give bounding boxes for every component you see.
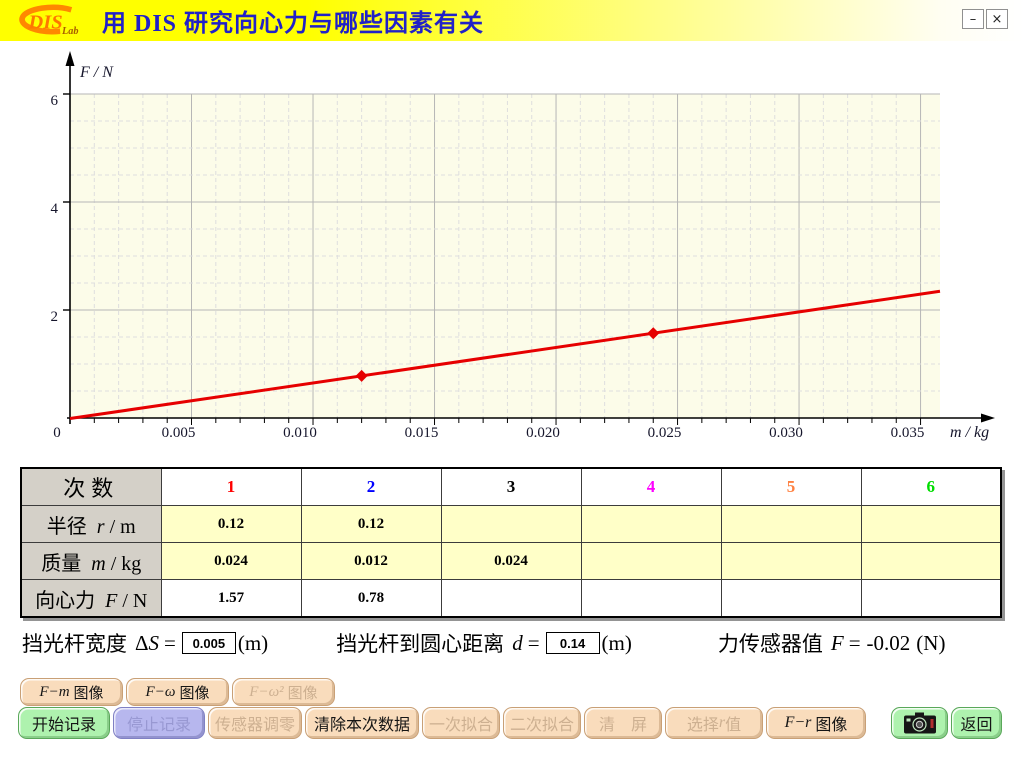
distance-input[interactable] <box>545 632 600 654</box>
svg-text:0.035: 0.035 <box>891 425 925 441</box>
quadratic-fit-button: 二次拟合 <box>503 707 581 739</box>
tab-f-omega-graph[interactable]: F−ω 图像 <box>126 678 229 706</box>
row-label-radius: 半径 r / m <box>20 505 162 543</box>
close-button[interactable]: × <box>986 9 1008 29</box>
distance-param: 挡光杆到圆心距离 d = (m) <box>336 628 632 658</box>
dislab-logo: DIS Lab <box>19 4 79 37</box>
camera-icon <box>903 712 936 733</box>
distance-label: 挡光杆到圆心距离 <box>336 632 505 656</box>
clear-data-button[interactable]: 清除本次数据 <box>305 707 419 739</box>
svg-text:0.030: 0.030 <box>769 425 803 441</box>
parameters-bar: 挡光杆宽度 ΔS = (m) 挡光杆到圆心距离 d = (m) 力传感器值 F … <box>22 622 945 664</box>
select-r-button: 选择 r 值 <box>665 707 763 739</box>
table-cell <box>580 542 722 580</box>
svg-text:0.010: 0.010 <box>283 425 317 441</box>
stop-record-button: 停止记录 <box>113 707 205 739</box>
table-cell: 0.12 <box>160 505 302 543</box>
title-bar: DIS Lab 用 DIS 研究向心力与哪些因素有关 <box>0 0 1024 41</box>
table-cell <box>720 579 862 618</box>
fm-chart: 0 0.005 0.010 0.015 0.020 0.025 0.030 0.035 2 4 6 F… <box>51 51 995 441</box>
table-header-row: 次数 1 2 3 4 5 6 <box>20 467 1002 506</box>
column-header-6: 6 <box>860 467 1002 506</box>
window-controls: – × <box>962 9 1008 29</box>
camera-button[interactable] <box>891 707 948 739</box>
linear-fit-button: 一次拟合 <box>422 707 500 739</box>
table-cell <box>720 542 862 580</box>
force-sensor-label: 力传感器值 <box>717 632 823 656</box>
svg-text:DIS: DIS <box>27 11 62 33</box>
svg-text:m / kg: m / kg <box>950 424 989 441</box>
svg-text:4: 4 <box>51 201 59 217</box>
svg-text:0.025: 0.025 <box>648 425 682 441</box>
table-cell <box>860 579 1002 618</box>
force-sensor-unit: (N) <box>916 630 946 655</box>
table-cell <box>720 505 862 543</box>
gate-width-input[interactable] <box>181 632 236 654</box>
return-button[interactable]: 返回 <box>951 707 1002 739</box>
table-cell <box>860 542 1002 580</box>
table-cell: 0.024 <box>440 542 582 580</box>
control-button-row: 开始记录 停止记录 传感器调零 清除本次数据 一次拟合 二次拟合 清 屏 选择 r… <box>18 707 1002 739</box>
table-cell <box>580 579 722 618</box>
svg-text:0.015: 0.015 <box>405 425 439 441</box>
graph-tabs: F−m 图像 F−ω 图像 F−ω² 图像 <box>20 678 335 706</box>
table-cell: 0.012 <box>300 542 442 580</box>
row-label-force: 向心力 F / N <box>20 579 162 618</box>
svg-text:6: 6 <box>51 93 59 109</box>
column-header-trial: 次数 <box>20 467 162 506</box>
table-cell: 0.78 <box>300 579 442 618</box>
table-cell <box>440 505 582 543</box>
column-header-1: 1 <box>160 467 302 506</box>
f-r-graph-button[interactable]: F−r 图像 <box>766 707 866 739</box>
svg-text:F / N: F / N <box>79 64 114 81</box>
svg-text:0: 0 <box>53 425 61 441</box>
table-cell: 0.024 <box>160 542 302 580</box>
column-header-5: 5 <box>720 467 862 506</box>
force-sensor-value: -0.02 <box>866 630 911 655</box>
gate-width-param: 挡光杆宽度 ΔS = (m) <box>22 628 268 658</box>
distance-unit: (m) <box>601 630 632 655</box>
tab-f-omega2-graph: F−ω² 图像 <box>232 678 335 706</box>
svg-text:Lab: Lab <box>61 26 79 37</box>
minimize-button[interactable]: – <box>962 9 984 29</box>
page-title: 用 DIS 研究向心力与哪些因素有关 <box>102 11 485 37</box>
gate-width-unit: (m) <box>237 630 269 655</box>
column-header-2: 2 <box>300 467 442 506</box>
table-cell: 1.57 <box>160 579 302 618</box>
row-label-mass: 质量 m / kg <box>20 542 162 580</box>
table-row-mass: 质量 m / kg 0.024 0.012 0.024 <box>20 542 1002 580</box>
table-cell <box>860 505 1002 543</box>
table-cell <box>440 579 582 618</box>
table-row-force: 向心力 F / N 1.57 0.78 <box>20 579 1002 618</box>
trial-data-table: 次数 1 2 3 4 5 6 半径 r / m 0.12 0.12 质量 m /… <box>20 467 1002 618</box>
column-header-3: 3 <box>440 467 582 506</box>
svg-text:0.020: 0.020 <box>526 425 560 441</box>
gate-width-label: 挡光杆宽度 <box>22 632 127 656</box>
start-record-button[interactable]: 开始记录 <box>18 707 110 739</box>
svg-text:2: 2 <box>51 309 59 325</box>
tab-f-m-graph[interactable]: F−m 图像 <box>20 678 123 706</box>
table-cell <box>580 505 722 543</box>
force-sensor-readout: 力传感器值 F = -0.02 (N) <box>718 628 946 658</box>
table-row-radius: 半径 r / m 0.12 0.12 <box>20 505 1002 543</box>
sensor-zero-button: 传感器调零 <box>208 707 302 739</box>
clear-screen-button: 清 屏 <box>584 707 662 739</box>
svg-text:0.005: 0.005 <box>162 425 196 441</box>
table-cell: 0.12 <box>300 505 442 543</box>
column-header-4: 4 <box>580 467 722 506</box>
